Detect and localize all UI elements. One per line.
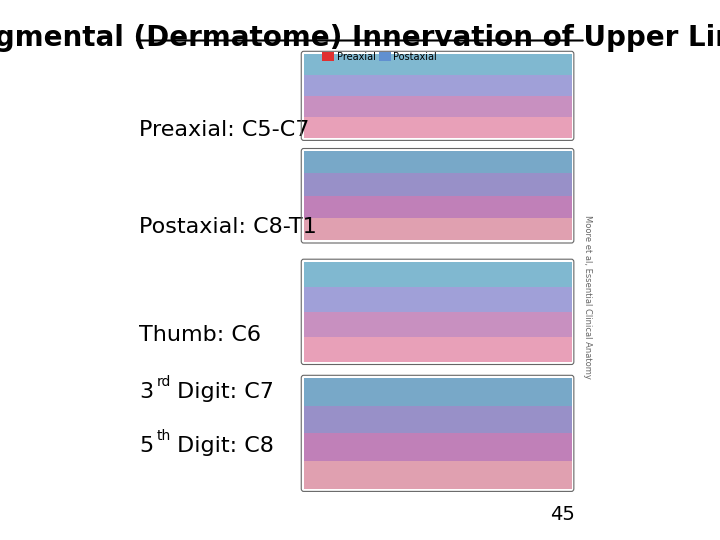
FancyBboxPatch shape	[304, 75, 572, 96]
Text: th: th	[157, 429, 171, 443]
FancyBboxPatch shape	[304, 378, 572, 406]
FancyBboxPatch shape	[304, 151, 572, 173]
FancyBboxPatch shape	[304, 337, 572, 362]
Text: Postaxial: Postaxial	[393, 52, 436, 62]
Text: Postaxial: C8-T1: Postaxial: C8-T1	[139, 217, 317, 237]
FancyBboxPatch shape	[304, 218, 572, 240]
Text: Digit: C8: Digit: C8	[170, 435, 274, 456]
FancyBboxPatch shape	[304, 54, 572, 75]
FancyBboxPatch shape	[304, 461, 572, 489]
FancyBboxPatch shape	[304, 173, 572, 195]
Text: Moore et al, Essential Clinical Anatomy: Moore et al, Essential Clinical Anatomy	[583, 215, 593, 379]
FancyBboxPatch shape	[304, 262, 572, 287]
Text: 5: 5	[139, 435, 153, 456]
FancyBboxPatch shape	[304, 195, 572, 218]
Text: 45: 45	[549, 505, 575, 524]
FancyBboxPatch shape	[304, 96, 572, 117]
Text: Preaxial: C5-C7: Preaxial: C5-C7	[139, 119, 310, 140]
Text: Segmental (Dermatome) Innervation of Upper Limb: Segmental (Dermatome) Innervation of Upp…	[0, 24, 720, 52]
Text: Digit: C7: Digit: C7	[170, 381, 274, 402]
Text: 3: 3	[139, 381, 153, 402]
Bar	[379, 52, 390, 61]
FancyBboxPatch shape	[304, 406, 572, 433]
Text: Preaxial: Preaxial	[336, 52, 375, 62]
FancyBboxPatch shape	[304, 433, 572, 461]
FancyBboxPatch shape	[304, 287, 572, 312]
Text: rd: rd	[157, 375, 171, 389]
Text: Thumb: C6: Thumb: C6	[139, 325, 261, 345]
FancyBboxPatch shape	[304, 312, 572, 337]
Bar	[323, 52, 334, 61]
FancyBboxPatch shape	[304, 117, 572, 138]
